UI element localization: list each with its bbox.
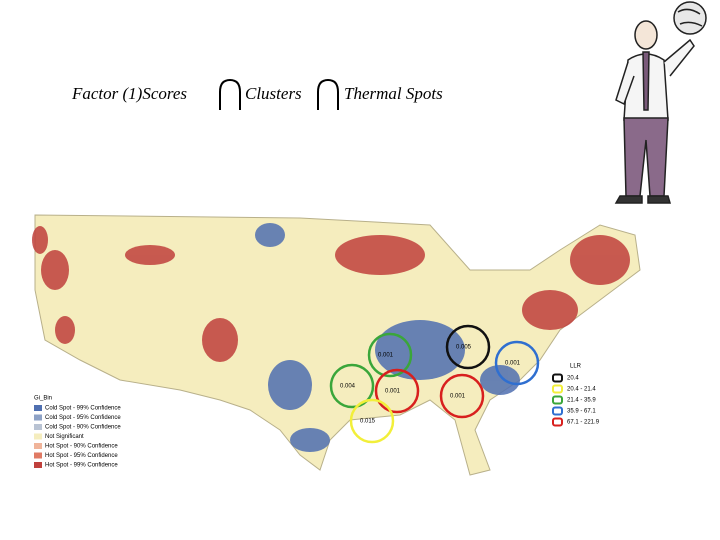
cluster-label: 0.005 bbox=[456, 345, 472, 351]
legend-label: Hot Spot - 95% Confidence bbox=[45, 453, 118, 459]
title-part: Factor (1)Scores bbox=[71, 84, 187, 103]
legend-label: 35.9 - 67.1 bbox=[567, 409, 596, 415]
legend-label: 67.1 - 221.9 bbox=[567, 420, 600, 426]
cluster-label: 0.001 bbox=[385, 389, 401, 395]
legend-swatch bbox=[552, 384, 563, 394]
cluster-circle bbox=[494, 340, 540, 386]
cluster-circle bbox=[349, 398, 395, 444]
legend-label: 20.4 - 21.4 bbox=[567, 387, 596, 393]
cluster-circle bbox=[367, 332, 413, 378]
legend-swatch bbox=[552, 373, 563, 383]
clipart-man bbox=[614, 1, 707, 204]
cluster-label: 0.001 bbox=[450, 394, 466, 400]
legend-swatch bbox=[552, 406, 563, 416]
legend-label: Not Significant bbox=[45, 434, 84, 440]
legend-label: Hot Spot - 99% Confidence bbox=[45, 463, 118, 469]
legend-label: 20.4 bbox=[567, 376, 579, 382]
legend-title: LLR bbox=[570, 364, 582, 370]
legend-swatch bbox=[34, 443, 42, 449]
cluster-label: 0.001 bbox=[378, 353, 394, 359]
title-part: Thermal Spots bbox=[344, 84, 443, 103]
cluster-circle bbox=[439, 373, 485, 419]
legend-swatch bbox=[34, 405, 42, 411]
map-legend: Gi_Bin Cold Spot - 99% Confidence Cold Sp… bbox=[34, 396, 121, 469]
cluster-circles: 0.005 0.001 0.001 0.004 0.001 0.001 0.015 bbox=[329, 324, 540, 444]
legend-title: Gi_Bin bbox=[34, 396, 52, 402]
legend-swatch bbox=[34, 452, 42, 459]
legend-label: Cold Spot - 99% Confidence bbox=[45, 406, 121, 412]
legend-swatch bbox=[34, 414, 42, 421]
cluster-circle bbox=[329, 363, 375, 409]
cluster-circle bbox=[374, 368, 420, 414]
intersection-symbol bbox=[219, 78, 241, 110]
legend-label: Cold Spot - 90% Confidence bbox=[45, 425, 121, 431]
legend-label: Hot Spot - 90% Confidence bbox=[45, 444, 118, 450]
cluster-label: 0.015 bbox=[360, 419, 376, 425]
legend-swatch bbox=[34, 462, 42, 468]
legend-swatch bbox=[34, 424, 42, 430]
llr-legend: LLR 20.4 20.4 - 21.4 21.4 - 35.9 35.9 - 67.… bbox=[552, 364, 600, 427]
legend-swatch bbox=[552, 395, 563, 405]
legend-label: Cold Spot - 95% Confidence bbox=[45, 415, 121, 421]
cluster-label: 0.004 bbox=[340, 384, 356, 390]
legend-swatch bbox=[34, 433, 42, 440]
us-map bbox=[32, 214, 641, 476]
legend-swatch bbox=[552, 417, 563, 427]
legend-label: 21.4 - 35.9 bbox=[567, 398, 596, 404]
cluster-circle bbox=[445, 324, 491, 370]
title-part: Clusters bbox=[245, 84, 302, 103]
intersection-symbol bbox=[317, 78, 339, 110]
cluster-label: 0.001 bbox=[505, 361, 521, 367]
